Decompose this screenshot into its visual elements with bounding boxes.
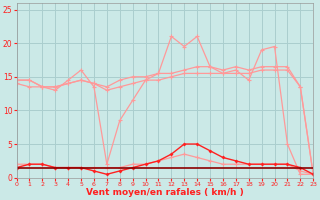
X-axis label: Vent moyen/en rafales ( km/h ): Vent moyen/en rafales ( km/h ) xyxy=(86,188,244,197)
